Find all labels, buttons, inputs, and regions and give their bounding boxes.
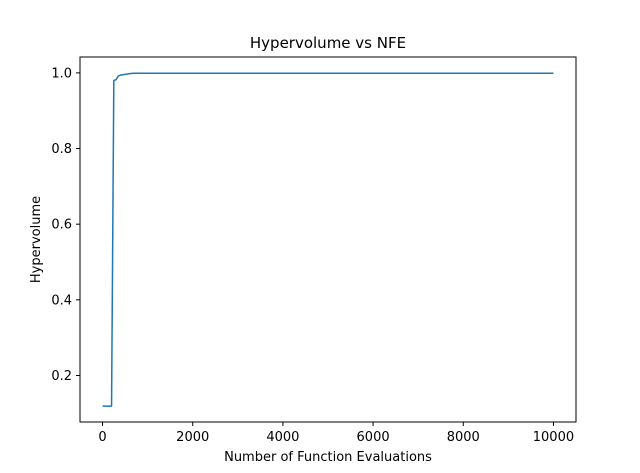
y-tick-label: 0.8 <box>51 142 72 157</box>
plot-area: 0 2000 4000 6000 8000 10000 0.2 0.4 0.6 0.8 1.0 <box>51 56 577 445</box>
x-axis-ticks: 0 2000 4000 6000 8000 10000 <box>98 422 574 445</box>
x-tick-label: 0 <box>98 430 106 445</box>
y-axis-label: Hypervolume <box>29 196 44 283</box>
x-tick-label: 10000 <box>533 430 574 445</box>
x-axis-label: Number of Function Evaluations <box>224 450 432 465</box>
x-tick-label: 6000 <box>357 430 390 445</box>
x-tick-label: 2000 <box>176 430 209 445</box>
y-tick-label: 0.4 <box>51 293 72 308</box>
x-tick-label: 4000 <box>266 430 299 445</box>
series-line-0 <box>102 72 554 407</box>
y-axis-ticks: 0.2 0.4 0.6 0.8 1.0 <box>51 66 80 384</box>
chart-title: Hypervolume vs NFE <box>250 34 406 52</box>
y-tick-label: 1.0 <box>51 66 72 81</box>
y-tick-label: 0.2 <box>51 369 72 384</box>
axes-frame <box>79 56 577 423</box>
x-tick-label: 8000 <box>447 430 480 445</box>
series-layer <box>102 72 554 407</box>
y-tick-label: 0.6 <box>51 218 72 233</box>
